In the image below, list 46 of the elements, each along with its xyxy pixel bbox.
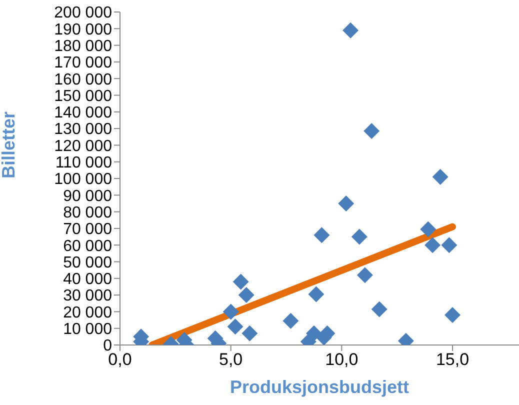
point	[356, 267, 373, 284]
y-tick-label: 20 000	[63, 304, 112, 322]
point	[282, 312, 299, 329]
x-tick-label: 5,0	[219, 350, 243, 370]
x-axis-title: Produksjonsbudsjett	[230, 377, 410, 397]
y-tick-label: 80 000	[63, 204, 112, 222]
x-tick-label: 10,0	[325, 350, 358, 370]
y-tick-label: 200 000	[54, 4, 112, 22]
point	[424, 237, 441, 254]
y-tick-label: 50 000	[63, 254, 112, 272]
y-tick-label: 30 000	[63, 288, 112, 305]
y-tick-label: 90 000	[63, 188, 112, 205]
point	[364, 123, 380, 140]
y-tick-label: 190 000	[54, 21, 112, 38]
y-tick-label: 160 000	[54, 71, 112, 88]
y-tick-label: 100 000	[54, 171, 112, 188]
point	[242, 325, 258, 342]
point	[314, 227, 330, 244]
point	[238, 287, 254, 304]
y-tick-label: 110 000	[55, 154, 112, 172]
y-tick-label: 180 000	[54, 38, 112, 55]
y-tick-label: 40 000	[63, 271, 112, 288]
y-tick-label: 130 000	[54, 121, 112, 138]
point	[306, 325, 322, 342]
point	[371, 301, 388, 318]
x-tick-label: 0,0	[108, 350, 132, 370]
y-tick-label: 120 000	[54, 138, 112, 155]
point	[444, 307, 460, 324]
point	[308, 286, 324, 302]
y-tick-label: 60 000	[63, 238, 112, 255]
point	[441, 237, 458, 254]
point	[351, 228, 368, 245]
point	[342, 22, 359, 38]
point	[222, 304, 239, 320]
point	[338, 195, 354, 212]
y-tick-label: 10 000	[63, 321, 112, 338]
y-tick-label: 170 000	[54, 54, 112, 72]
y-tick-label: 70 000	[63, 221, 112, 238]
point	[227, 318, 244, 335]
y-tick-label: 140 000	[54, 104, 112, 122]
point	[420, 221, 436, 238]
y-tick-label: 150 000	[54, 88, 112, 105]
point	[232, 274, 249, 290]
point	[432, 168, 448, 185]
y-axis-title: Billetter	[0, 111, 18, 178]
x-tick-label: 15,0	[436, 350, 470, 370]
